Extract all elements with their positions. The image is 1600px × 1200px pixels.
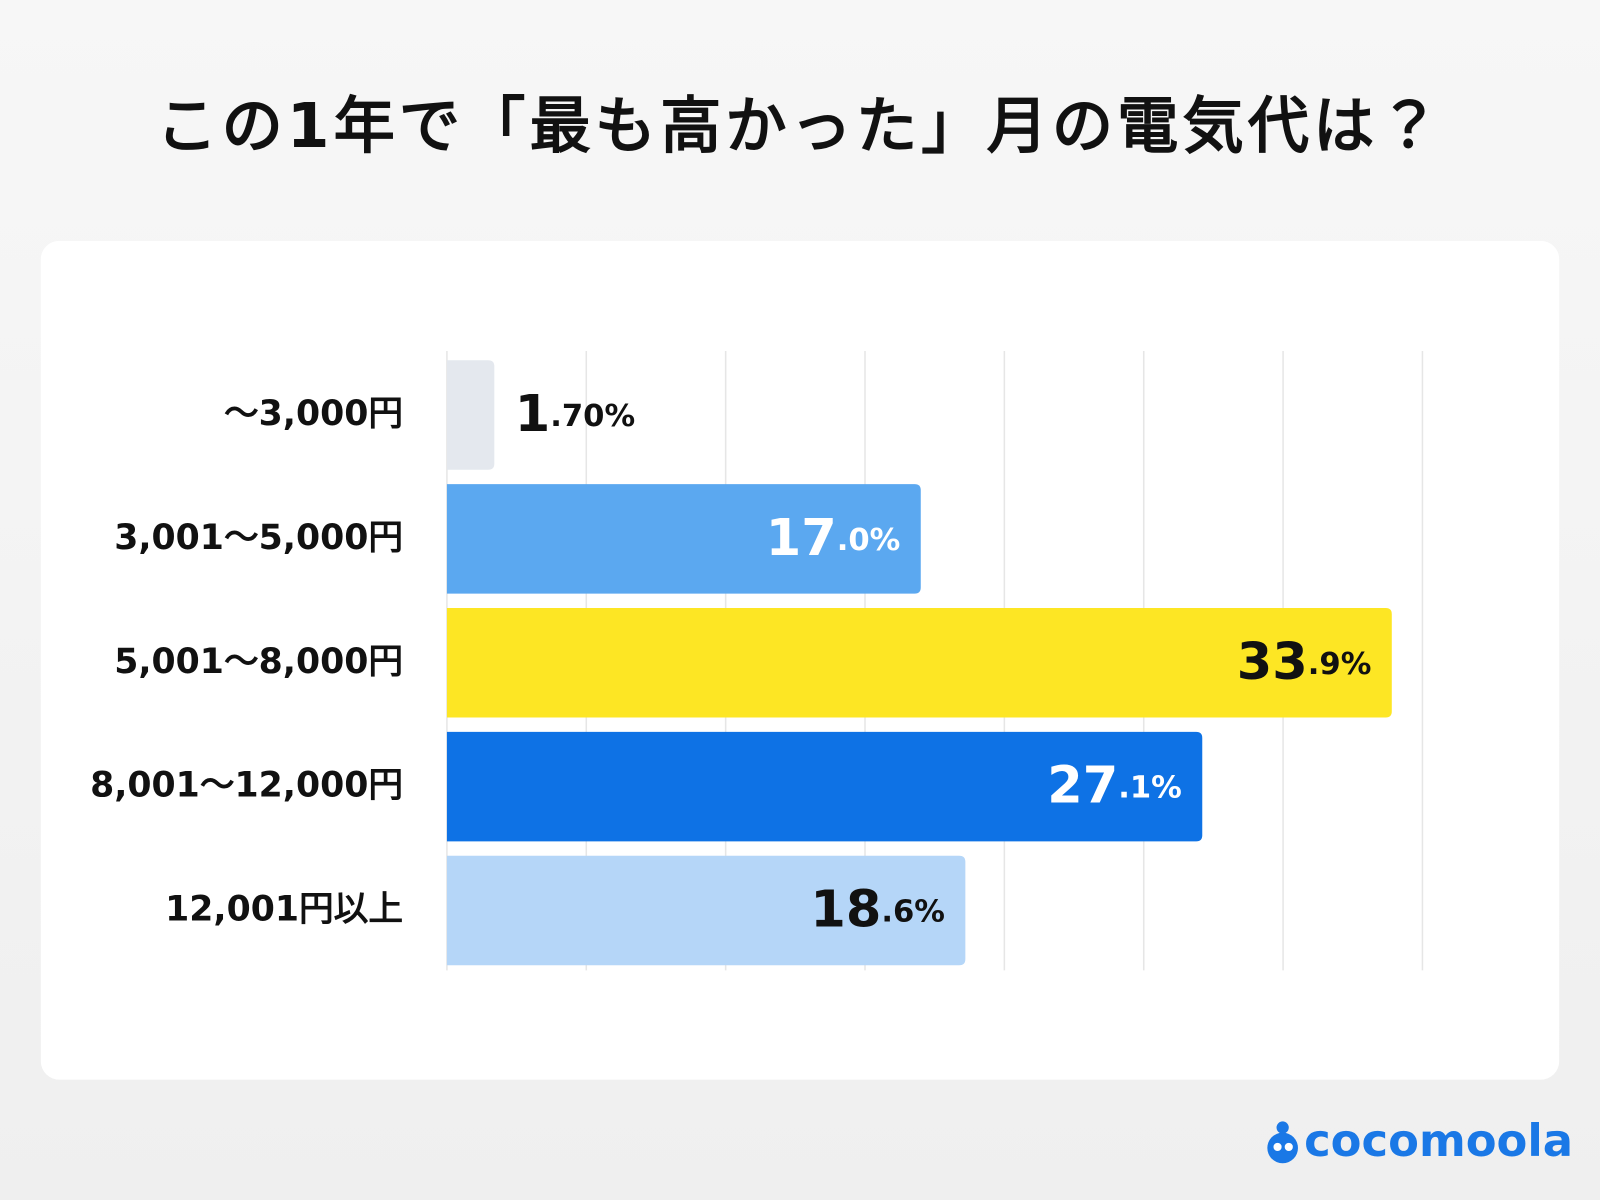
value-label-int: 33 (1237, 633, 1308, 692)
logo: cocomoola (1304, 1114, 1573, 1167)
bar (446, 607, 1392, 718)
value-label-int: 18 (810, 881, 881, 940)
y-tick-label: 5,001〜8,000円 (114, 642, 403, 682)
value-label: 17.0% (766, 509, 901, 568)
value-label-dec: .6% (881, 894, 945, 929)
value-label-int: 1 (515, 385, 551, 444)
value-label: 33.9% (1237, 633, 1372, 692)
bar (446, 484, 921, 594)
y-tick-label: 12,001円以上 (165, 890, 403, 930)
value-label-int: 27 (1047, 757, 1118, 816)
value-label: 18.6% (810, 881, 945, 940)
value-label-dec: .1% (1118, 770, 1182, 805)
y-tick-label: 8,001〜12,000円 (90, 766, 403, 806)
y-tick-label: 3,001〜5,000円 (114, 518, 403, 558)
logo-icon (1267, 1121, 1298, 1164)
bar (446, 855, 966, 966)
value-label-int: 17 (766, 509, 837, 568)
bar (446, 731, 1203, 842)
value-label: 27.1% (1047, 757, 1182, 816)
value-label-dec: .0% (837, 522, 901, 557)
value-label-dec: .70% (550, 399, 635, 434)
value-label: 1.70% (515, 385, 635, 444)
chart-title: この1年で「最も高かった」月の電気代は？ (156, 91, 1443, 162)
value-label-dec: .9% (1308, 646, 1372, 681)
bar (446, 360, 495, 470)
y-tick-label: 〜3,000円 (224, 394, 403, 434)
